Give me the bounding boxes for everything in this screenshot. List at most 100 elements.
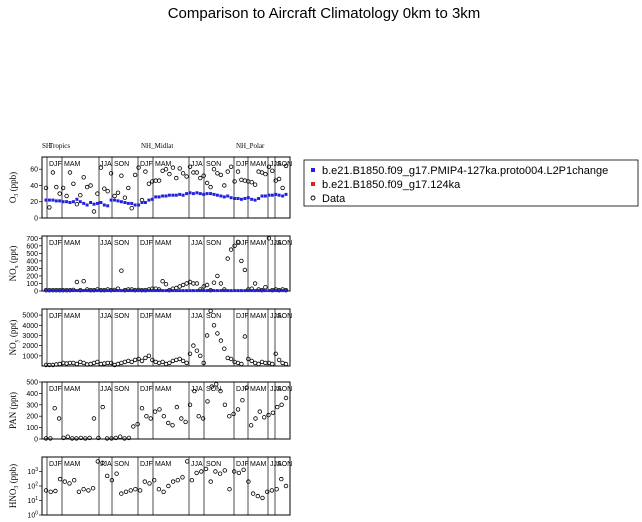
model-point — [85, 289, 89, 293]
data-point — [167, 171, 172, 177]
data-point — [74, 201, 80, 207]
model-point — [174, 193, 178, 197]
y-axis-label: NOx (ppt) — [8, 246, 20, 282]
data-point — [239, 258, 244, 264]
model-point — [102, 203, 106, 207]
season-label: JJA — [100, 386, 112, 393]
data-point — [227, 414, 232, 419]
data-point — [248, 423, 254, 428]
data-point — [266, 412, 271, 418]
data-point — [235, 169, 241, 174]
data-point — [109, 436, 114, 441]
data-point — [205, 399, 210, 404]
season-label: JJA — [191, 386, 203, 393]
model-point — [253, 198, 257, 202]
data-point — [208, 308, 213, 314]
data-point — [151, 478, 157, 483]
season-label: JJA — [270, 386, 282, 393]
model-point — [54, 199, 58, 203]
season-label: JJA — [191, 161, 203, 168]
model-point — [109, 198, 113, 202]
data-point — [161, 414, 166, 419]
model-point — [75, 289, 79, 293]
y-axis-label: O3 (ppb) — [8, 172, 20, 203]
data-point — [196, 414, 201, 419]
data-point — [177, 356, 182, 362]
data-point — [249, 179, 254, 185]
model-point — [123, 201, 127, 204]
model-point — [205, 192, 209, 196]
data-point — [81, 360, 86, 366]
model-point — [219, 194, 223, 198]
model-point — [154, 289, 158, 293]
data-point — [76, 489, 82, 494]
data-point — [228, 247, 234, 252]
season-label: SON — [114, 240, 129, 247]
data-point — [132, 357, 138, 363]
data-point — [215, 273, 220, 279]
data-point — [57, 476, 63, 482]
data-point — [194, 170, 200, 175]
data-point — [194, 470, 199, 476]
data-point — [211, 166, 217, 172]
model-point — [140, 201, 144, 204]
data-point — [142, 479, 147, 484]
model-point — [233, 197, 237, 200]
y-tick-label: 0 — [34, 216, 38, 223]
data-point — [50, 170, 56, 175]
panels-group: DJF MAM JJA SON DJF MAM JJA SON DJF MAM JJASON0204… — [8, 142, 292, 520]
season-label: SON — [206, 240, 221, 247]
data-point — [95, 191, 100, 196]
legend-marker — [310, 195, 316, 201]
data-point — [253, 416, 258, 421]
model-point — [119, 289, 123, 293]
model-point — [61, 200, 65, 204]
model-point — [246, 289, 250, 293]
season-label: JJA — [270, 240, 282, 247]
season-label: DJF — [236, 161, 249, 168]
data-point — [222, 183, 227, 188]
model-point — [106, 289, 110, 293]
legend-marker — [311, 182, 315, 186]
data-point — [236, 470, 242, 476]
model-point — [178, 289, 182, 293]
legend-label: b.e21.B1850.f09_g17.PMIP4-127ka.proto004… — [322, 165, 608, 177]
data-point — [198, 175, 203, 181]
y-tick-label: 1000 — [22, 353, 38, 360]
data-point — [167, 360, 172, 366]
season-label: DJF — [49, 461, 62, 468]
model-point — [171, 193, 175, 197]
model-point — [54, 289, 58, 293]
model-point — [167, 289, 171, 293]
model-point — [164, 194, 168, 198]
data-point — [232, 243, 237, 248]
model-point — [260, 194, 264, 198]
y-tick-label: 100 — [26, 281, 38, 288]
model-point — [58, 199, 62, 203]
panel-HNO3: DJF MAM JJA SON DJF MAM JJA SON DJF MAM JJASON1001… — [8, 456, 292, 520]
y-axis-label: NOy (ppt) — [8, 320, 20, 356]
data-point — [104, 473, 110, 479]
model-point — [174, 289, 178, 293]
season-label: MAM — [155, 240, 172, 247]
data-point — [119, 173, 124, 178]
data-point — [156, 360, 162, 366]
data-point — [132, 172, 138, 178]
data-point — [208, 479, 213, 484]
data-point — [98, 165, 104, 170]
data-point — [74, 361, 80, 367]
model-point — [195, 191, 199, 195]
season-label: DJF — [140, 461, 153, 468]
model-point — [263, 194, 267, 198]
model-point — [229, 289, 233, 293]
model-point — [229, 196, 233, 200]
model-point — [82, 201, 86, 205]
model-point — [95, 201, 99, 205]
season-label: JJA — [100, 461, 112, 468]
season-label: DJF — [49, 386, 62, 393]
figure-title: Comparison to Aircraft Climatology 0km t… — [168, 5, 481, 22]
data-point — [239, 177, 244, 182]
season-label: DJF — [49, 161, 62, 168]
data-point — [227, 487, 232, 492]
data-point — [117, 434, 123, 439]
